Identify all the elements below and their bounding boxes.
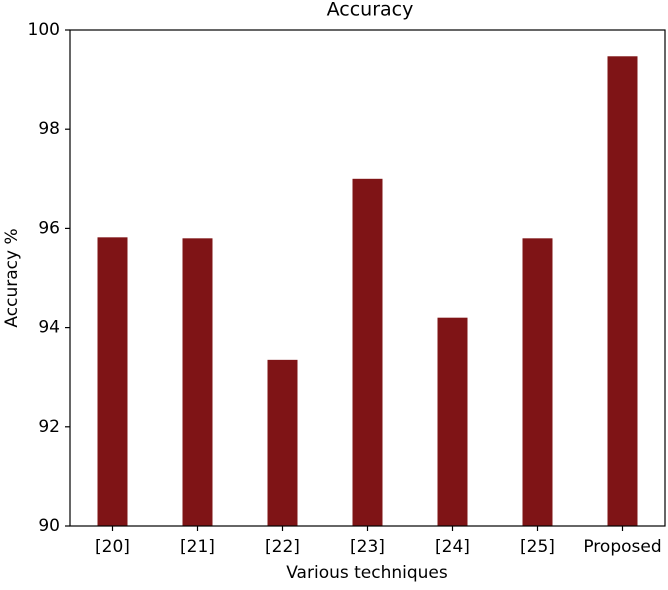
- x-tick-label: [25]: [520, 537, 555, 557]
- y-tick-label: 100: [28, 20, 60, 40]
- bar: [182, 238, 213, 526]
- x-tick-label: [21]: [180, 537, 215, 557]
- plot-frame: [69, 29, 666, 527]
- x-tick-label: Proposed: [583, 537, 661, 557]
- bar: [607, 56, 638, 527]
- bar: [522, 238, 553, 526]
- y-tick-label: 92: [38, 417, 60, 437]
- chart-title: Accuracy: [327, 0, 414, 21]
- x-tick-label: [20]: [95, 537, 130, 557]
- bar: [97, 237, 128, 526]
- y-tick-label: 96: [38, 218, 60, 238]
- bar: [267, 359, 298, 526]
- x-tick-label: [22]: [265, 537, 300, 557]
- bar: [437, 317, 468, 526]
- y-axis-label: Accuracy %: [2, 228, 22, 327]
- x-axis-label: Various techniques: [286, 563, 448, 583]
- x-tick-label: [24]: [435, 537, 470, 557]
- y-tick-label: 98: [38, 119, 60, 139]
- x-tick-label: [23]: [350, 537, 385, 557]
- bar: [352, 178, 383, 527]
- y-tick-label: 94: [38, 318, 60, 338]
- y-tick-label: 90: [38, 516, 60, 536]
